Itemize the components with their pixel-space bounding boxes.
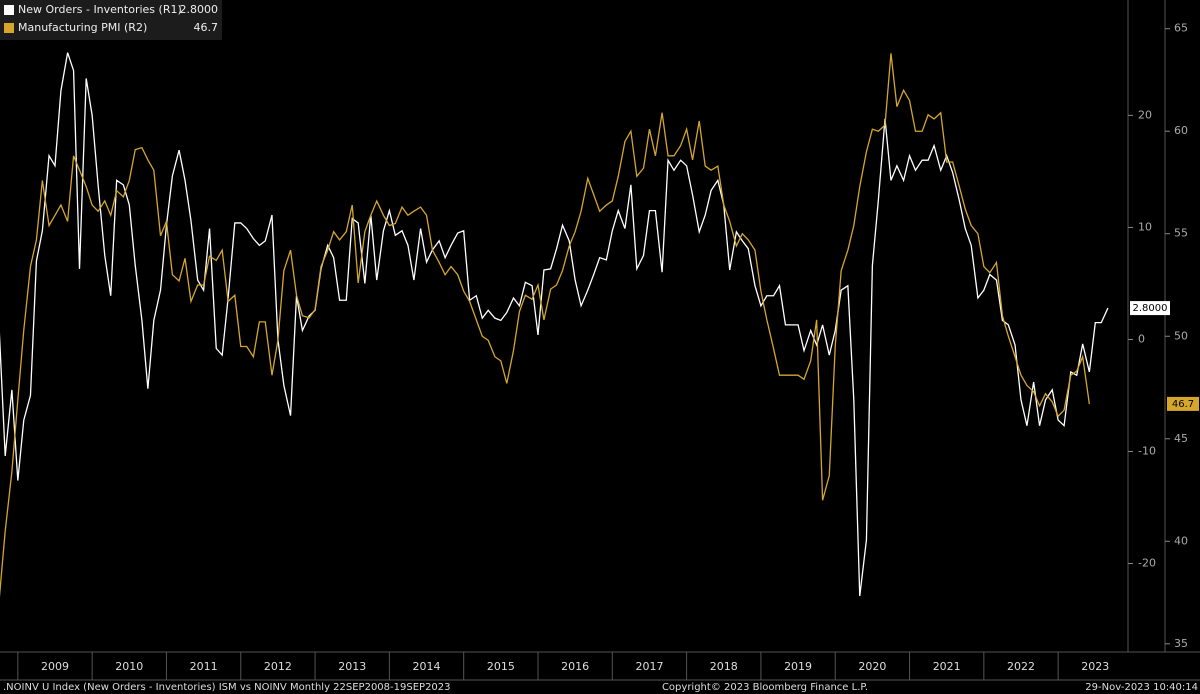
series-line — [0, 53, 1091, 598]
x-tick-label: 2023 — [1081, 660, 1109, 673]
y2-tick-label: 40 — [1174, 534, 1188, 547]
x-tick-label: 2014 — [413, 660, 441, 673]
legend-label: New Orders - Inventories (R1) — [18, 3, 182, 16]
footer-right: 29-Nov-2023 10:40:14 — [1085, 682, 1198, 693]
legend-box — [0, 0, 222, 40]
y-tick-label: 10 — [1138, 220, 1152, 233]
legend-swatch — [4, 23, 14, 33]
legend-value: 2.8000 — [180, 3, 219, 16]
y-tick-label: 0 — [1138, 332, 1145, 345]
x-tick-label: 2013 — [338, 660, 366, 673]
x-tick-label: 2017 — [635, 660, 663, 673]
footer-center: Copyright© 2023 Bloomberg Finance L.P. — [662, 682, 868, 693]
last-value-tag — [1167, 396, 1199, 411]
y-tick-label: 20 — [1138, 108, 1152, 121]
y2-tick-label: 50 — [1174, 329, 1188, 342]
last-value-label: 46.7 — [1172, 399, 1194, 410]
x-tick-label: 2011 — [190, 660, 218, 673]
x-tick-label: 2009 — [41, 660, 69, 673]
legend-swatch — [4, 5, 14, 15]
legend-value: 46.7 — [194, 21, 219, 34]
x-tick-label: 2021 — [933, 660, 961, 673]
legend-label: Manufacturing PMI (R2) — [18, 21, 147, 34]
x-tick-label: 2015 — [487, 660, 515, 673]
footer-left: .NOINV U Index (New Orders - Inventories… — [3, 682, 451, 693]
y-tick-label: -20 — [1138, 556, 1156, 569]
y2-tick-label: 65 — [1174, 22, 1188, 35]
x-tick-label: 2012 — [264, 660, 292, 673]
last-value-label: 2.8000 — [1133, 303, 1168, 314]
x-tick-label: 2020 — [858, 660, 886, 673]
y2-tick-label: 35 — [1174, 637, 1188, 650]
x-tick-label: 2016 — [561, 660, 589, 673]
x-tick-label: 2010 — [115, 660, 143, 673]
y2-tick-label: 60 — [1174, 124, 1188, 137]
y2-tick-label: 45 — [1174, 432, 1188, 445]
x-tick-label: 2019 — [784, 660, 812, 673]
x-tick-label: 2018 — [710, 660, 738, 673]
x-tick-label: 2022 — [1007, 660, 1035, 673]
last-value-tag — [1130, 301, 1170, 316]
series-line — [0, 52, 1109, 597]
y2-tick-label: 55 — [1174, 227, 1188, 240]
y-tick-label: -10 — [1138, 444, 1156, 457]
